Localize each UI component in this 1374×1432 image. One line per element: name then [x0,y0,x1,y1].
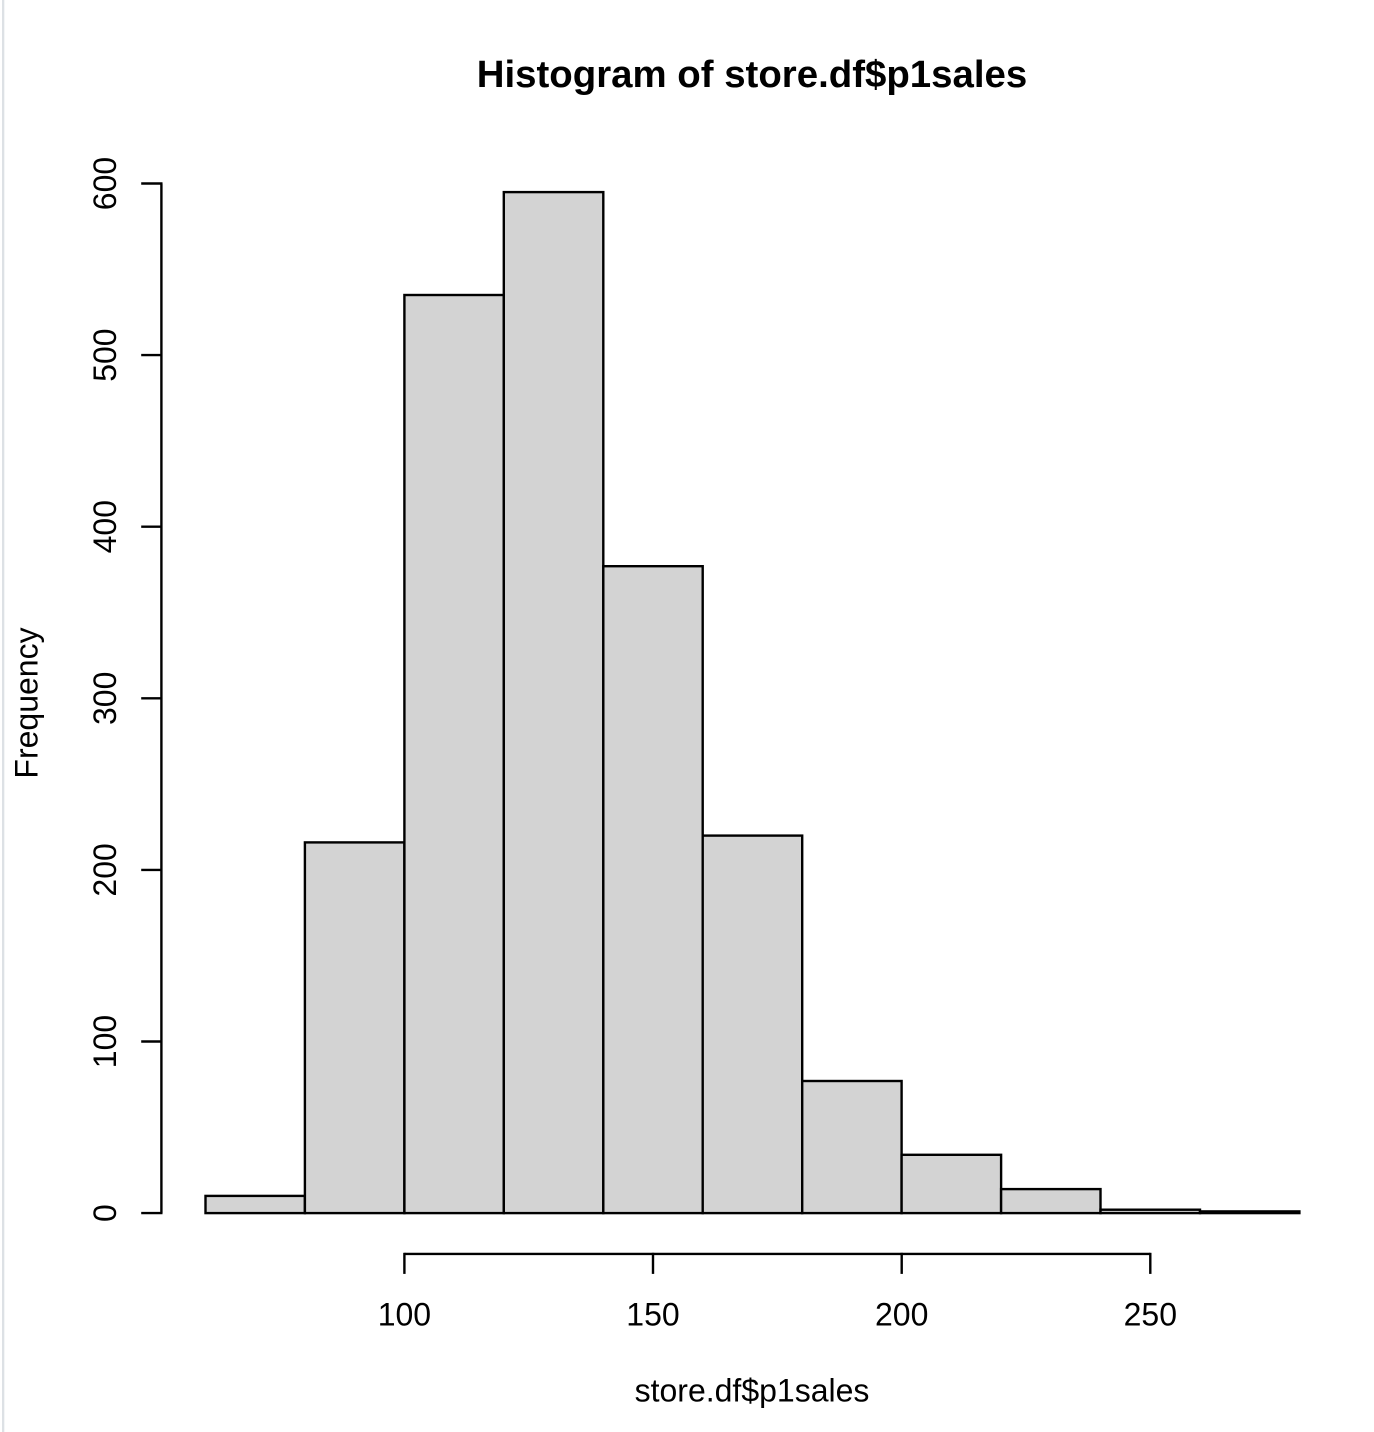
svg-text:300: 300 [87,672,123,725]
svg-text:600: 600 [87,157,123,210]
svg-text:0: 0 [87,1204,123,1222]
svg-text:100: 100 [87,1015,123,1068]
svg-text:Frequency: Frequency [9,627,45,778]
svg-text:150: 150 [626,1296,679,1332]
svg-text:200: 200 [875,1296,928,1332]
svg-text:500: 500 [87,328,123,381]
svg-text:100: 100 [378,1296,431,1332]
svg-text:250: 250 [1124,1296,1177,1332]
svg-text:store.df$p1sales: store.df$p1sales [635,1373,870,1409]
svg-text:400: 400 [87,500,123,553]
svg-text:200: 200 [87,843,123,896]
svg-text:Histogram of store.df$p1sales: Histogram of store.df$p1sales [477,53,1027,96]
